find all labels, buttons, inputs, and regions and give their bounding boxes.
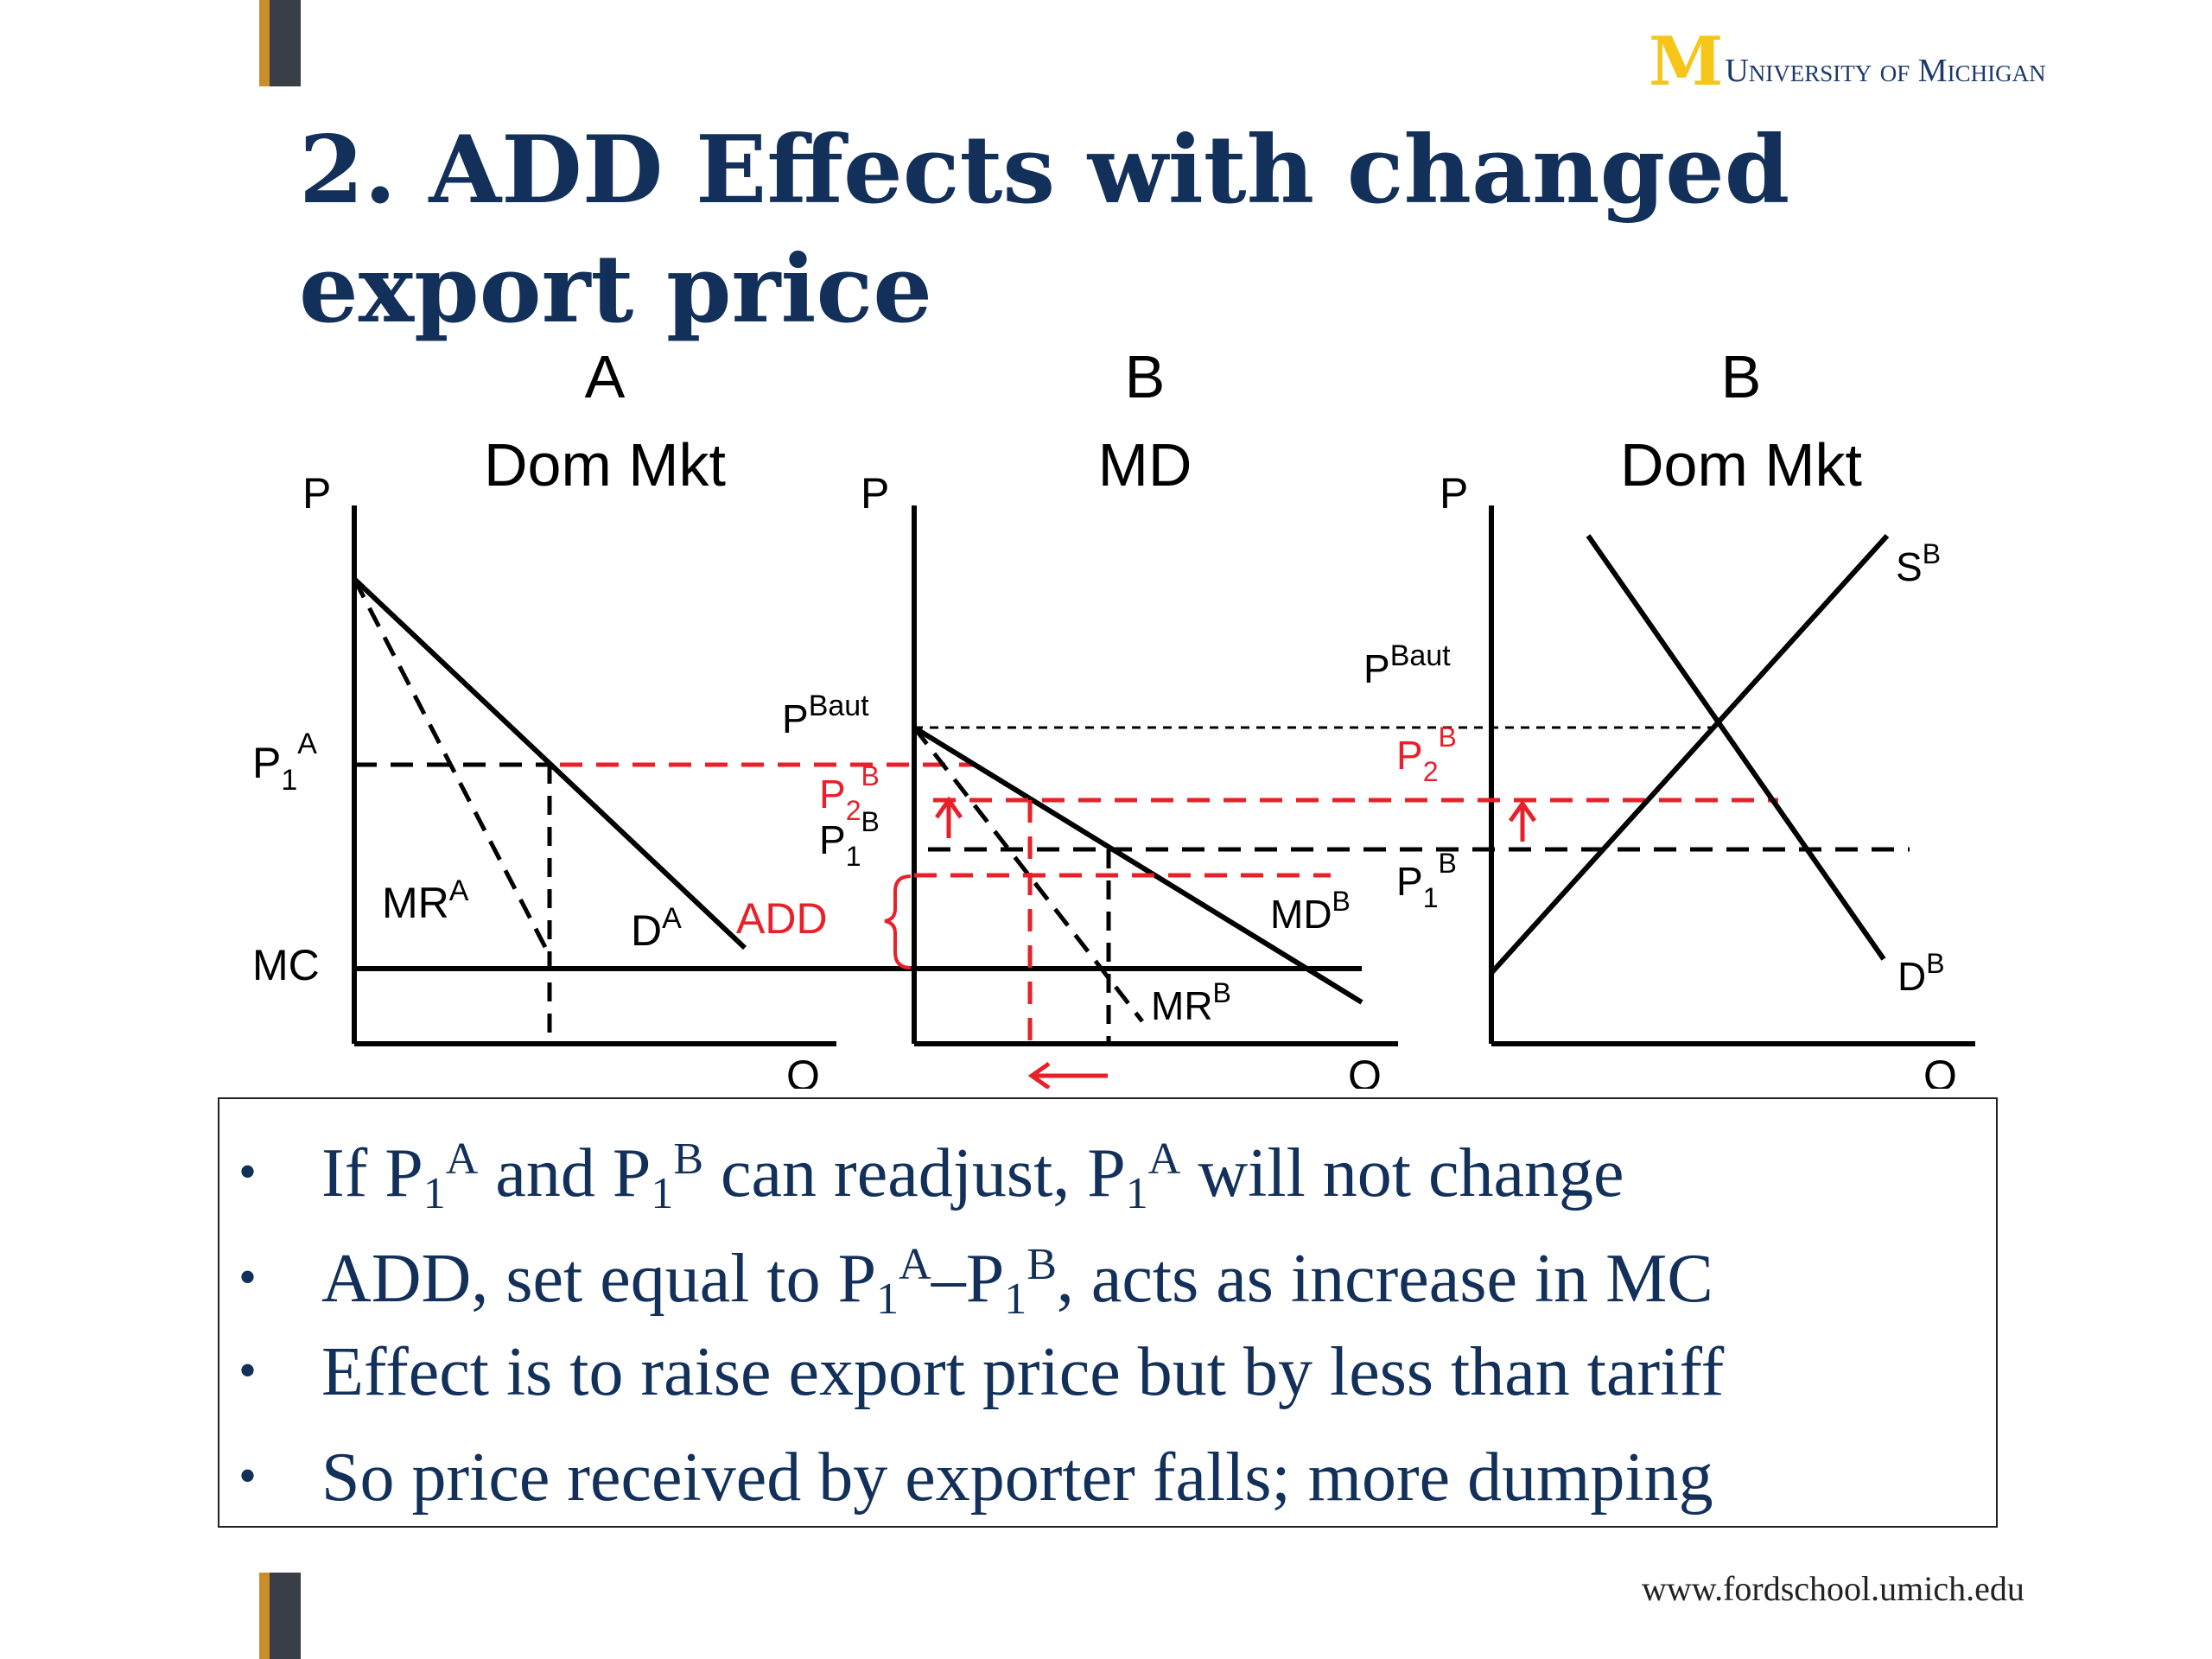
p1a-label: P1A	[252, 728, 317, 797]
p2b-md-label: P2B	[819, 760, 880, 826]
marginal-revenue-curve-a	[352, 577, 550, 954]
panel-b-subheading: Dom Mkt	[1620, 431, 1862, 499]
bullet-4: • So price received by exporter falls; mo…	[238, 1433, 1713, 1521]
p1b-b-label: P1B	[1396, 848, 1457, 913]
bottom-accent-bar	[259, 1573, 301, 1659]
md-curve	[912, 725, 1363, 1005]
panel-b-heading: B	[1721, 343, 1762, 410]
md-label: MDB	[1270, 886, 1351, 937]
logo-wordmark: University of Michigan	[1725, 53, 2046, 89]
price-up-arrow-b	[1508, 799, 1537, 842]
mc-label: MC	[252, 941, 320, 989]
pbaut-b-label: PBaut	[1363, 639, 1451, 691]
bullet-list: • If P1A and P1B can readjust, P1A will n…	[218, 1097, 1998, 1528]
mr-a-label: MRA	[382, 874, 469, 927]
panel-b-q-axis-label: Q	[1923, 1052, 1957, 1089]
p1b-md-label: P1B	[819, 806, 880, 872]
price-up-arrow-md	[934, 796, 963, 838]
university-logo: M University of Michigan	[1649, 22, 2046, 101]
panel-md-subheading: MD	[1098, 431, 1192, 499]
panel-md-q-axis-label: Q	[1348, 1052, 1382, 1089]
logo-block-m: M	[1649, 22, 1723, 101]
bullet-glyph: •	[238, 1143, 257, 1200]
bullet-3: • Effect is to raise export price but by …	[238, 1327, 1724, 1415]
panel-a-q-axis-label: Q	[786, 1052, 820, 1089]
bullet-glyph: •	[238, 1249, 257, 1306]
slide-title: 2. ADD Effects with changed export price	[299, 116, 1790, 344]
panel-b-p-axis-label: P	[1440, 469, 1468, 518]
add-brace	[884, 874, 912, 969]
bullet-glyph: •	[238, 1342, 257, 1399]
panel-md-heading: B	[1125, 343, 1166, 410]
d-b-label: DB	[1897, 948, 1945, 999]
top-accent-bar	[259, 0, 301, 86]
marginal-revenue-curve-md	[912, 726, 1144, 1023]
bullet-1: • If P1A and P1B can readjust, P1A will n…	[238, 1116, 1624, 1237]
panel-a-heading: A	[585, 343, 626, 410]
panel-a-subheading: Dom Mkt	[484, 431, 726, 499]
panel-a-p-axis-label: P	[302, 469, 331, 518]
quantity-left-arrow	[1027, 1061, 1108, 1089]
p2b-b-label: P2B	[1396, 721, 1457, 787]
bullet-glyph: •	[238, 1447, 257, 1504]
mr-md-label: MRB	[1151, 977, 1231, 1028]
footer-url: www.fordschool.umich.edu	[1642, 1569, 2024, 1608]
pbaut-md-label: PBaut	[782, 690, 869, 741]
supply-curve-b	[1489, 533, 1890, 976]
s-b-label: SB	[1896, 538, 1941, 589]
add-label: ADD	[736, 894, 828, 943]
d-a-label: DA	[631, 902, 682, 955]
bullet-2: • ADD, set equal to P1A–P1B, acts as incr…	[238, 1222, 1713, 1343]
panel-md-p-axis-label: P	[861, 469, 889, 518]
add-effects-diagram: A Dom Mkt B MD B Dom Mkt P Q P Q P Q P1A…	[252, 343, 1975, 1089]
demand-curve-b	[1586, 534, 1886, 961]
